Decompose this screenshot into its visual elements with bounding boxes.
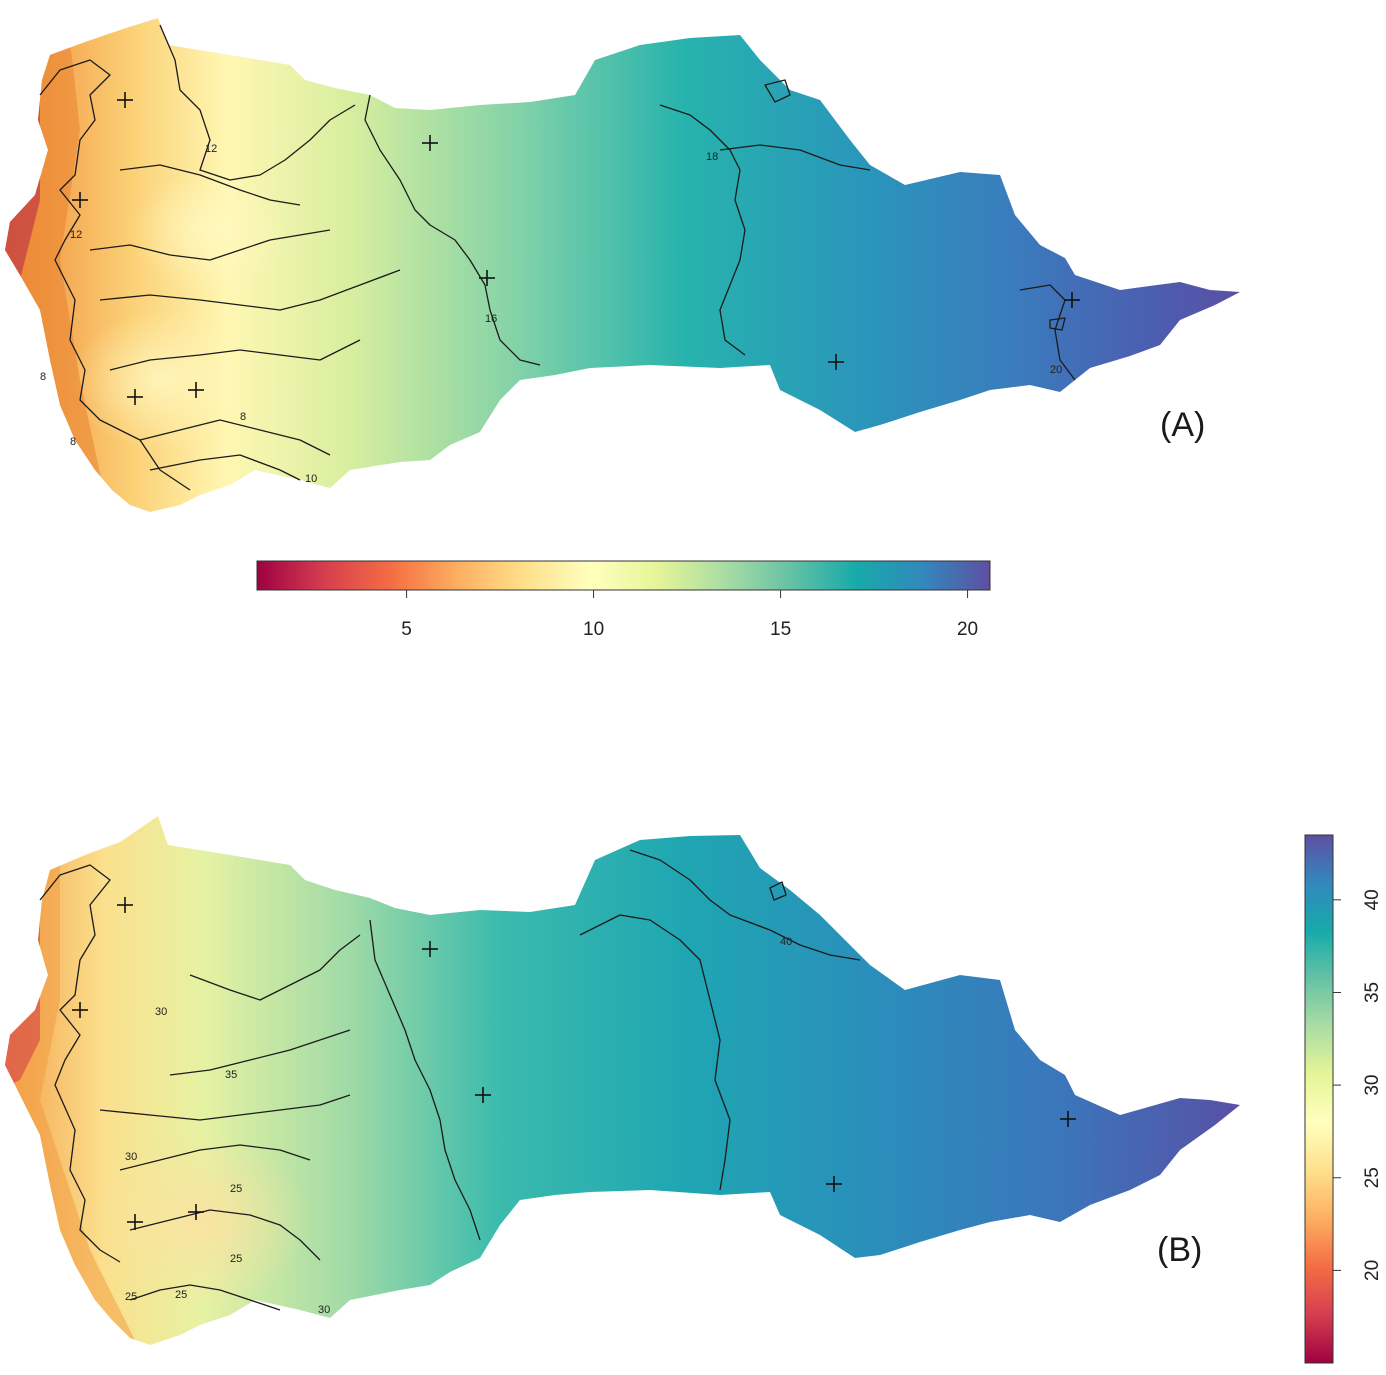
basin-map-a	[5, 18, 1240, 512]
panel-a-contour-line	[89, 229, 331, 261]
panel-b-contour-label: 35	[225, 1069, 237, 1081]
panel-a-contour-line	[1049, 317, 1066, 331]
colorbar-b-ticks: 20 25 30 35 40	[1333, 889, 1383, 1281]
panel-a-station-marker	[188, 382, 204, 398]
panel-b-station-marker	[72, 1002, 88, 1018]
colorbar-a: 5 10 15 20	[256, 560, 991, 640]
panel-b-station-marker	[422, 941, 438, 957]
panel-b-contour-label: 40	[780, 936, 792, 948]
panel-a-contour-line	[139, 419, 331, 456]
colorbar-b-tick-label: 35	[1362, 982, 1383, 1003]
colorbar-a-ticks: 5 10 15 20	[401, 590, 978, 640]
panel-a-contour-line	[149, 454, 301, 481]
map-panel-a: 12 12 16 18 20 8 8 10 8 (A)	[5, 18, 1240, 512]
colorbar-a-tick-label: 20	[957, 619, 978, 640]
station-markers-a	[72, 92, 1080, 405]
panel-b-contour-label: 30	[155, 1006, 167, 1018]
panel-b-contour-line	[369, 919, 481, 1241]
panel-a-contour-label: 20	[1050, 364, 1062, 376]
panel-b-station-marker	[826, 1176, 842, 1192]
station-markers-b	[72, 897, 1076, 1230]
panel-b-contour-line	[169, 1029, 351, 1076]
panel-b-station-marker	[117, 897, 133, 913]
panel-b-contour-label: 25	[125, 1291, 137, 1303]
contour-lines-b: 30 35 40 30 25 25 25 25 30	[39, 849, 861, 1316]
panel-b-contour-line	[99, 1094, 351, 1121]
panel-a-station-marker	[127, 389, 143, 405]
panel-b-station-marker	[188, 1204, 204, 1220]
panel-a-contour-label: 8	[40, 371, 46, 383]
colorbar-a-tick-label: 15	[770, 619, 791, 640]
panel-a-contour-label: 16	[485, 313, 497, 325]
panel-a-station-marker	[479, 270, 495, 286]
panel-b-contour-label: 25	[230, 1253, 242, 1265]
panel-a-contour-line	[1019, 284, 1076, 381]
panel-a-contour-line	[764, 79, 791, 103]
panel-a-contour-label: 12	[205, 143, 217, 155]
panel-b-station-marker	[127, 1214, 143, 1230]
panel-b-contour-line	[39, 864, 121, 1263]
contour-lines-a: 12 12 16 18 20 8 8 10 8	[39, 24, 1076, 491]
panel-a-contour-line	[159, 24, 356, 181]
panel-b-contour-line	[629, 849, 861, 961]
panel-a-contour-label: 8	[240, 411, 246, 423]
panel-label-b: (B)	[1157, 1231, 1202, 1269]
panel-a-contour-label: 18	[706, 151, 718, 163]
panel-a-contour-line	[364, 94, 541, 366]
colorbar-b-tick-label: 40	[1362, 889, 1383, 910]
panel-b-contour-label: 25	[175, 1289, 187, 1301]
panel-a-contour-line	[99, 269, 401, 311]
panel-a-contour-line	[109, 339, 361, 371]
panel-a-station-marker	[422, 135, 438, 151]
panel-b-contour-line	[579, 914, 731, 1191]
colorbar-b: 20 25 30 35 40	[1304, 834, 1383, 1364]
panel-a-contour-line	[39, 59, 191, 491]
panel-b-contour-label: 25	[230, 1183, 242, 1195]
panel-a-station-marker	[828, 354, 844, 370]
basin-map-b	[5, 816, 1240, 1345]
panel-a-station-marker	[1064, 292, 1080, 308]
panel-a-contour-line	[659, 104, 746, 356]
panel-b-station-marker	[475, 1087, 491, 1103]
panel-b-contour-line	[129, 1284, 281, 1311]
colorbar-b-tick-label: 25	[1362, 1167, 1383, 1188]
colorbar-b-tick-label: 20	[1362, 1260, 1383, 1281]
colorbar-a-tick-label: 10	[583, 619, 604, 640]
colorbar-a-tick-label: 5	[401, 619, 412, 640]
panel-label-a: (A)	[1160, 406, 1205, 444]
panel-b-contour-line	[769, 881, 787, 901]
panel-a-contour-line	[719, 144, 871, 171]
panel-a-contour-label: 12	[70, 229, 82, 241]
colorbar-b-tick-label: 30	[1362, 1075, 1383, 1096]
panel-b-contour-label: 30	[125, 1151, 137, 1163]
panel-a-contour-line	[119, 164, 301, 206]
panel-a-station-marker	[117, 92, 133, 108]
panel-b-contour-line	[119, 1144, 311, 1171]
panel-a-contour-label: 10	[305, 473, 317, 485]
panel-b-station-marker	[1060, 1111, 1076, 1127]
panel-b-contour-label: 30	[318, 1304, 330, 1316]
panel-a-contour-label: 8	[70, 436, 76, 448]
panel-b-contour-line	[189, 934, 361, 1001]
panel-a-station-marker	[72, 192, 88, 208]
panel-b-contour-line	[129, 1209, 321, 1261]
map-panel-b: 30 35 40 30 25 25 25 25 30 (B)	[5, 816, 1240, 1345]
